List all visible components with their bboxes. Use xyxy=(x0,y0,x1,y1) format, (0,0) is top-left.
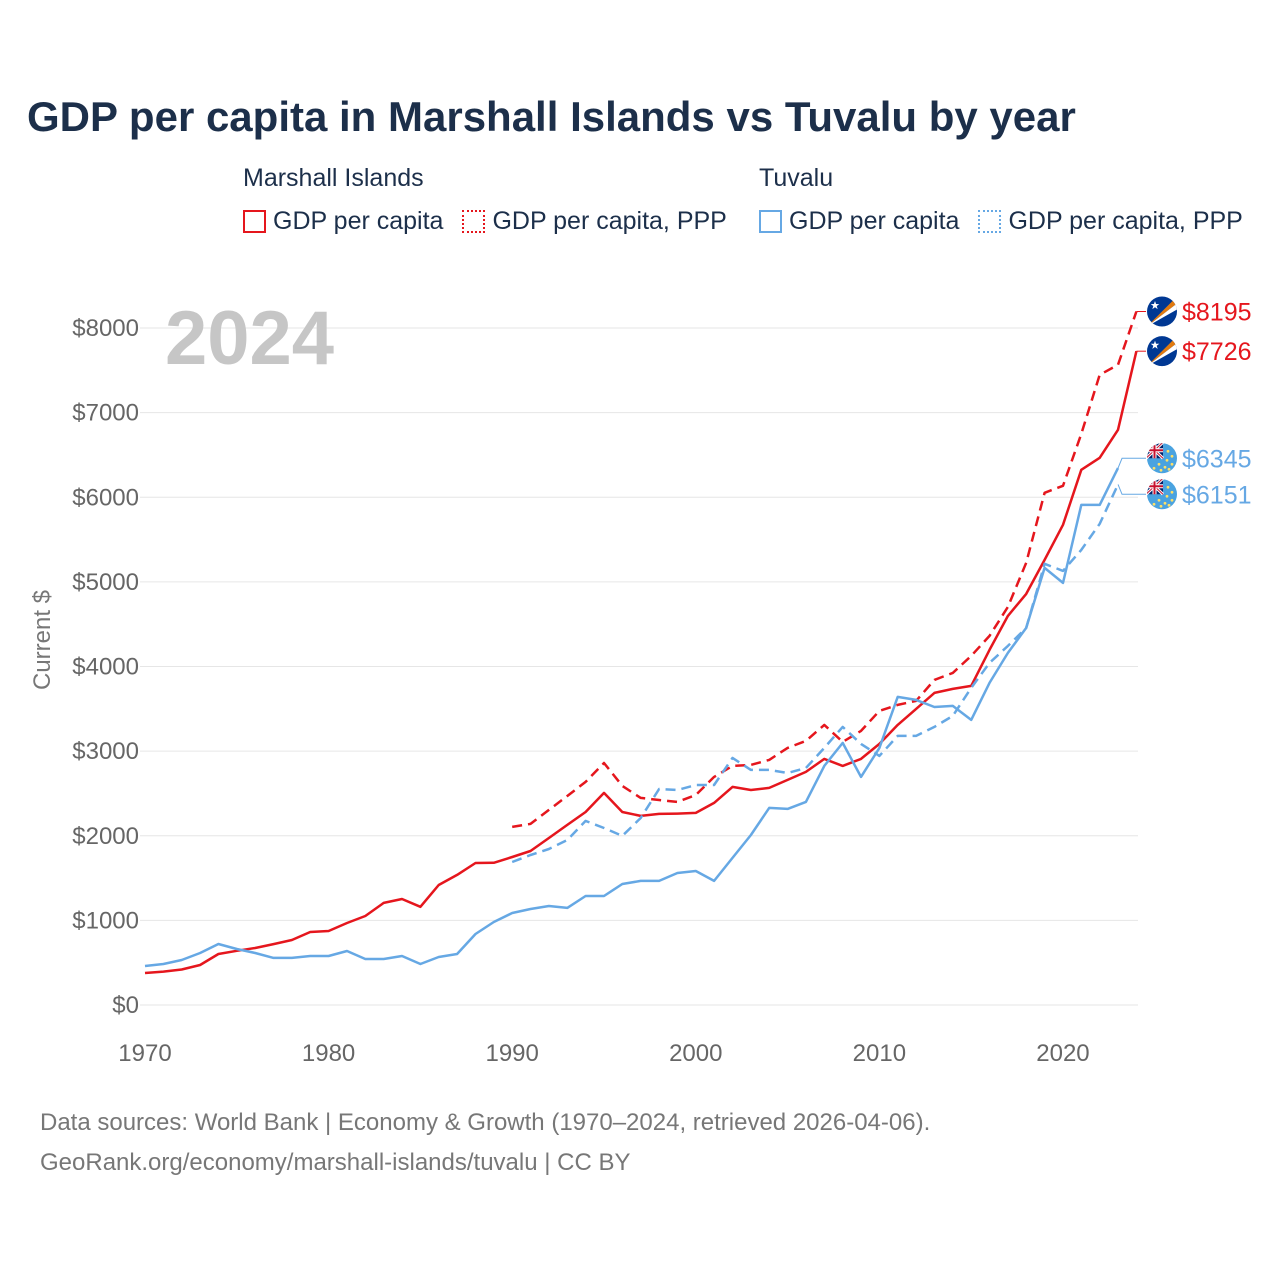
legend-group-title: Tuvalu xyxy=(759,164,834,192)
chart-title: GDP per capita in Marshall Islands vs Tu… xyxy=(27,93,1076,140)
marshall-islands-flag-icon xyxy=(1146,295,1178,327)
x-tick-label: 2020 xyxy=(1036,1040,1089,1067)
credit-link[interactable]: GeoRank.org/economy/marshall-islands/tuv… xyxy=(40,1149,631,1176)
tuvalu-gdp-ppp-end-label: $6151 xyxy=(1182,481,1252,509)
tuvalu-gdp-line xyxy=(144,467,1120,968)
legend-item-tuvalu-gdp-ppp: GDP per capita, PPP xyxy=(978,207,1243,235)
y-tick-label: $1000 xyxy=(72,907,139,934)
marshall-islands-flag-icon xyxy=(1146,335,1178,367)
legend-items: GDP per capita GDP per capita, PPP xyxy=(243,207,746,235)
axis-labels: $0 $1000 $2000 $3000 $4000 $5000 $6000 $7000 $80… xyxy=(72,315,1089,1067)
x-tick-label: 2000 xyxy=(669,1040,722,1067)
legend-item-marshall-islands-gdp-ppp: GDP per capita, PPP xyxy=(462,207,727,235)
legend-group-tuvalu: Tuvalu GDP per capita GDP per capita, PP… xyxy=(759,164,1262,235)
legend-swatch-dotted xyxy=(462,209,486,233)
legend-swatch-solid xyxy=(243,209,266,233)
x-tick-label: 2010 xyxy=(853,1040,906,1067)
legend-label: GDP per capita, PPP xyxy=(492,207,727,235)
end-labels: $7726 $8195 $6345 $6151 xyxy=(1117,295,1252,510)
legend-label: GDP per capita xyxy=(273,207,444,235)
y-tick-label: $8000 xyxy=(72,315,139,342)
series-lines xyxy=(144,311,1138,975)
data-source-note: Data sources: World Bank | Economy & Gro… xyxy=(40,1109,931,1136)
y-tick-label: $0 xyxy=(112,992,139,1019)
legend-swatch-solid xyxy=(759,209,782,233)
x-tick-label: 1980 xyxy=(302,1040,355,1067)
marshall-islands-gdp-end-label: $7726 xyxy=(1182,338,1252,366)
y-tick-label: $3000 xyxy=(72,738,139,765)
y-tick-label: $6000 xyxy=(72,484,139,511)
legend-item-marshall-islands-gdp: GDP per capita xyxy=(243,207,443,235)
marshall-islands-gdp-ppp-end-label: $8195 xyxy=(1182,298,1252,326)
y-tick-label: $4000 xyxy=(72,654,139,681)
y-tick-label: $7000 xyxy=(72,400,139,427)
y-tick-label: $2000 xyxy=(72,823,139,850)
legend-item-tuvalu-gdp: GDP per capita xyxy=(759,207,959,235)
tuvalu-gdp-ppp-line xyxy=(511,483,1120,864)
tuvalu-gdp-label-connector xyxy=(1117,457,1146,469)
y-axis-title: Current $ xyxy=(29,590,56,690)
legend-swatch-dotted xyxy=(978,209,1002,233)
y-tick-label: $5000 xyxy=(72,569,139,596)
x-tick-label: 1970 xyxy=(118,1040,171,1067)
tuvalu-gdp-end-label: $6345 xyxy=(1182,445,1252,473)
legend-label: GDP per capita, PPP xyxy=(1008,207,1243,235)
legend-items: GDP per capita GDP per capita, PPP xyxy=(759,207,1262,235)
tuvalu-flag-icon xyxy=(1146,442,1178,474)
gridlines xyxy=(140,327,1138,1006)
legend-group-marshall-islands: Marshall Islands GDP per capita GDP per … xyxy=(243,164,746,235)
x-tick-label: 1990 xyxy=(485,1040,538,1067)
marshall-islands-gdp-ppp-line xyxy=(511,311,1138,829)
year-watermark: 2024 xyxy=(165,296,334,381)
legend-label: GDP per capita xyxy=(789,207,960,235)
tuvalu-gdp-ppp-label-connector xyxy=(1117,484,1146,495)
legend-group-title: Marshall Islands xyxy=(243,164,424,192)
tuvalu-flag-icon xyxy=(1146,478,1178,510)
